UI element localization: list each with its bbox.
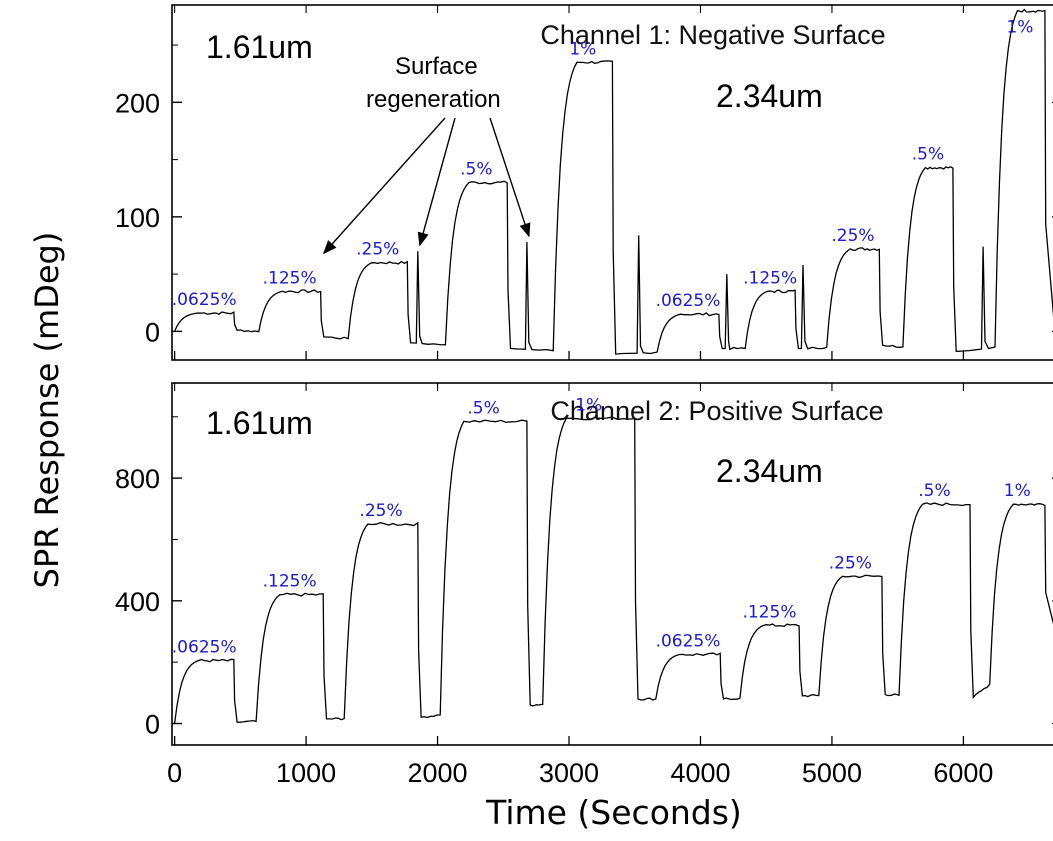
concentration-label: .5% (460, 160, 492, 180)
x-tick-label: 1000 (276, 758, 336, 788)
y-axis-title: SPR Response (mDeg) (28, 232, 66, 589)
x-tick-label: 6000 (933, 758, 993, 788)
annotation-arrow (322, 117, 446, 255)
x-tick-label: 2000 (408, 758, 468, 788)
panel-2-title: Channel 2: Positive Surface (550, 396, 883, 426)
panel-1-size-label-2: 2.34um (716, 78, 823, 114)
concentration-label: .25% (829, 553, 872, 573)
y-tick-label: 400 (115, 587, 160, 617)
panel-1-frame (171, 4, 1053, 361)
x-tick-label: 4000 (670, 758, 730, 788)
y-tick-label: 0 (145, 710, 160, 740)
concentration-label: .125% (263, 572, 317, 592)
concentration-label: .125% (263, 268, 317, 288)
concentration-label: .0625% (172, 290, 237, 310)
concentration-label: .5% (918, 481, 950, 501)
x-axis-title: Time (Seconds) (485, 793, 742, 832)
y-tick-label: 800 (115, 464, 160, 494)
concentration-label: 1% (575, 395, 602, 415)
panel-1-title: Channel 1: Negative Surface (540, 20, 885, 50)
annotation-arrow (417, 117, 456, 247)
x-tick-label: 0 (167, 758, 182, 788)
concentration-label: 1% (1004, 481, 1031, 501)
concentration-label: .0625% (656, 632, 721, 652)
x-tick-label: 3000 (539, 758, 599, 788)
panel-channel-2: 0 400 800 Channel 2: Positive Surface 1.61… (115, 382, 1053, 746)
concentration-label: .5% (912, 145, 944, 165)
concentration-label: .25% (831, 226, 874, 246)
concentration-label: 1% (569, 39, 596, 59)
panel-1-axis-ticks: 0 100 200 (115, 5, 1053, 360)
annotation-line-2: regeneration (366, 86, 501, 113)
y-tick-label: 0 (145, 317, 160, 347)
panel-2-axis-ticks: 0 400 800 (115, 383, 1053, 745)
x-axis-ticks: 0 1000 2000 3000 4000 5000 6000 (167, 758, 993, 788)
concentration-label: 1% (1006, 18, 1033, 38)
concentration-label: .125% (742, 602, 796, 622)
concentration-label: .25% (356, 240, 399, 260)
y-tick-label: 200 (115, 88, 160, 118)
annotation-line-1: Surface (395, 53, 478, 80)
panel-1-concentration-labels: .0625% .125% .25% .5% 1% .0625% .125% .25% .5% 1% (172, 18, 1034, 311)
annotation-arrow (489, 117, 531, 238)
concentration-label: .5% (467, 398, 499, 418)
y-tick-label: 100 (115, 203, 160, 233)
channel-1-response-trace (174, 8, 1053, 355)
concentration-label: .25% (359, 501, 402, 521)
panel-2-size-label-1: 1.61um (206, 405, 313, 441)
panel-2-frame (171, 382, 1053, 746)
panel-2-concentration-labels: .0625% .125% .25% .5% 1% .0625% .125% .25% .5% 1% (172, 395, 1031, 657)
concentration-label: .0625% (656, 291, 721, 311)
channel-2-response-trace (173, 416, 1053, 724)
x-tick-label: 5000 (802, 758, 862, 788)
surface-regeneration-annotation: Surface regeneration (322, 53, 531, 255)
panel-channel-1: 0 100 200 Channel 1: Negative Surface 1.61… (115, 4, 1053, 361)
panel-2-size-label-2: 2.34um (716, 453, 823, 489)
concentration-label: .0625% (172, 638, 237, 658)
annotation-arrows (322, 117, 531, 255)
panel-1-size-label-1: 1.61um (206, 29, 313, 65)
concentration-label: .125% (743, 268, 797, 288)
